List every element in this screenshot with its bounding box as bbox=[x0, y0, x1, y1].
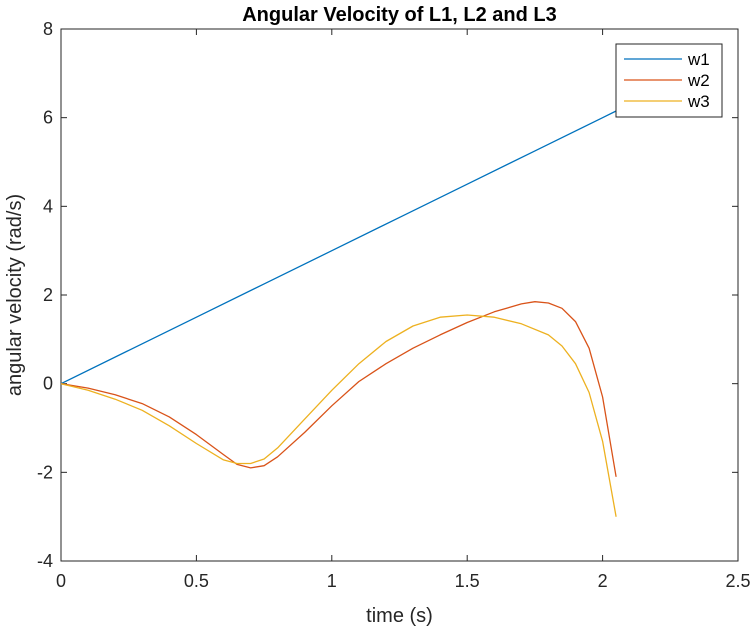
y-tick-label: 4 bbox=[43, 196, 53, 216]
legend-label-w1: w1 bbox=[687, 50, 710, 69]
legend: w1 w2 w3 bbox=[615, 43, 723, 118]
plot-area: 0 0.5 1 1.5 2 2.5 -4 -2 0 2 4 6 8 bbox=[37, 19, 751, 591]
x-tick-label: 1 bbox=[327, 571, 337, 591]
x-tick-label: 2 bbox=[598, 571, 608, 591]
x-tick-label: 0 bbox=[56, 571, 66, 591]
series-line-w1 bbox=[60, 110, 617, 385]
chart-title: Angular Velocity of L1, L2 and L3 bbox=[242, 4, 557, 26]
x-tick-label: 1.5 bbox=[455, 571, 480, 591]
series-line-w3 bbox=[60, 314, 617, 517]
x-tick-label: 0.5 bbox=[184, 571, 209, 591]
x-tick-label: 2.5 bbox=[725, 571, 750, 591]
y-axis-label: angular velocity (rad/s) bbox=[4, 194, 26, 396]
x-axis-label: time (s) bbox=[366, 605, 433, 627]
y-tick-label: -4 bbox=[37, 551, 53, 571]
legend-label-w2: w2 bbox=[687, 71, 710, 90]
series-line-w2 bbox=[60, 301, 617, 477]
axes-box bbox=[60, 28, 739, 562]
y-tick-label: 0 bbox=[43, 374, 53, 394]
legend-label-w3: w3 bbox=[687, 92, 710, 111]
y-tick-label: 8 bbox=[43, 19, 53, 39]
y-tick-label: -2 bbox=[37, 462, 53, 482]
y-tick-label: 6 bbox=[43, 108, 53, 128]
y-tick-label: 2 bbox=[43, 285, 53, 305]
